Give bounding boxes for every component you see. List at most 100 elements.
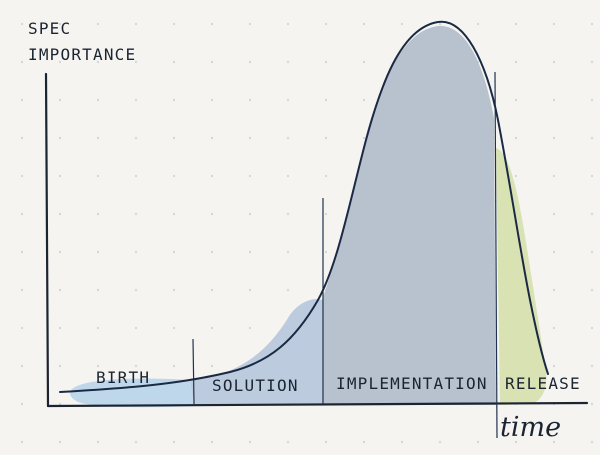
grid-dot bbox=[362, 22, 366, 26]
grid-dot bbox=[172, 364, 176, 368]
grid-dot bbox=[210, 440, 214, 444]
grid-dot bbox=[210, 326, 214, 330]
grid-dot bbox=[400, 440, 404, 444]
grid-dot bbox=[286, 440, 290, 444]
grid-dot bbox=[552, 60, 556, 64]
grid-dot bbox=[20, 136, 24, 140]
grid-dot bbox=[210, 174, 214, 178]
grid-dot bbox=[58, 212, 62, 216]
grid-dot bbox=[134, 136, 138, 140]
grid-dot bbox=[134, 364, 138, 368]
grid-dot bbox=[362, 440, 366, 444]
grid-dot bbox=[324, 212, 328, 216]
grid-dot bbox=[20, 174, 24, 178]
grid-dot bbox=[552, 212, 556, 216]
grid-dot bbox=[362, 136, 366, 140]
grid-dot bbox=[58, 440, 62, 444]
grid-dot bbox=[590, 136, 594, 140]
grid-dot bbox=[590, 288, 594, 292]
grid-dot bbox=[58, 326, 62, 330]
grid-dot bbox=[286, 98, 290, 102]
grid-dot bbox=[248, 136, 252, 140]
grid-dot bbox=[590, 364, 594, 368]
grid-dot bbox=[134, 326, 138, 330]
grid-dot bbox=[134, 22, 138, 26]
phase-label-release: RELEASE bbox=[505, 374, 581, 393]
grid-dot bbox=[134, 174, 138, 178]
grid-dot bbox=[210, 136, 214, 140]
grid-dot bbox=[248, 288, 252, 292]
grid-dot bbox=[286, 250, 290, 254]
grid-dot bbox=[324, 174, 328, 178]
grid-dot bbox=[134, 250, 138, 254]
x-axis-label: time bbox=[500, 412, 561, 443]
grid-dot bbox=[96, 98, 100, 102]
grid-dot bbox=[210, 22, 214, 26]
grid-dot bbox=[324, 60, 328, 64]
grid-dot bbox=[552, 98, 556, 102]
y-axis-label-line1: SPEC bbox=[28, 19, 71, 38]
grid-dot bbox=[20, 98, 24, 102]
grid-dot bbox=[248, 212, 252, 216]
y-axis-label-line2: IMPORTANCE bbox=[28, 45, 136, 64]
grid-dot bbox=[552, 136, 556, 140]
grid-dot bbox=[324, 250, 328, 254]
grid-dot bbox=[324, 440, 328, 444]
solution-region bbox=[190, 298, 322, 406]
grid-dot bbox=[324, 98, 328, 102]
grid-dot bbox=[552, 174, 556, 178]
grid-dot bbox=[134, 60, 138, 64]
grid-dot bbox=[286, 60, 290, 64]
grid-dot bbox=[96, 326, 100, 330]
grid-dot bbox=[20, 22, 24, 26]
grid-dot bbox=[514, 60, 518, 64]
grid-dot bbox=[20, 364, 24, 368]
phase-label-solution: SOLUTION bbox=[212, 376, 299, 395]
grid-dot bbox=[58, 174, 62, 178]
grid-dot bbox=[20, 402, 24, 406]
grid-dot bbox=[210, 250, 214, 254]
grid-dot bbox=[514, 136, 518, 140]
grid-dot bbox=[172, 212, 176, 216]
grid-dot bbox=[20, 60, 24, 64]
importance-curve bbox=[59, 20, 549, 393]
grid-dot bbox=[286, 174, 290, 178]
grid-dot bbox=[248, 22, 252, 26]
grid-dot bbox=[172, 60, 176, 64]
grid-dot bbox=[324, 22, 328, 26]
grid-dot bbox=[58, 402, 62, 406]
grid-dot bbox=[400, 22, 404, 26]
grid-dot bbox=[248, 174, 252, 178]
grid-dot bbox=[248, 60, 252, 64]
grid-dot bbox=[590, 60, 594, 64]
grid-dot bbox=[552, 288, 556, 292]
grid-dot bbox=[134, 98, 138, 102]
grid-dot bbox=[476, 440, 480, 444]
grid-dot bbox=[590, 402, 594, 406]
grid-dot bbox=[134, 288, 138, 292]
grid-dot bbox=[96, 60, 100, 64]
grid-dot bbox=[96, 22, 100, 26]
grid-dot bbox=[96, 440, 100, 444]
grid-dot bbox=[20, 288, 24, 292]
grid-dot bbox=[172, 22, 176, 26]
grid-dot bbox=[286, 212, 290, 216]
grid-dot bbox=[590, 98, 594, 102]
grid-dot bbox=[96, 288, 100, 292]
grid-dot bbox=[552, 440, 556, 444]
grid-dot bbox=[362, 60, 366, 64]
divider-birth-solution bbox=[192, 338, 195, 405]
grid-dot bbox=[514, 440, 518, 444]
grid-dot bbox=[58, 60, 62, 64]
grid-dot bbox=[20, 326, 24, 330]
grid-dot bbox=[172, 250, 176, 254]
grid-dot bbox=[58, 136, 62, 140]
y-axis bbox=[44, 72, 50, 408]
grid-dot bbox=[552, 22, 556, 26]
grid-dot bbox=[58, 22, 62, 26]
grid-dot bbox=[210, 288, 214, 292]
grid-dot bbox=[552, 364, 556, 368]
grid-dot bbox=[552, 250, 556, 254]
grid-dot bbox=[96, 364, 100, 368]
